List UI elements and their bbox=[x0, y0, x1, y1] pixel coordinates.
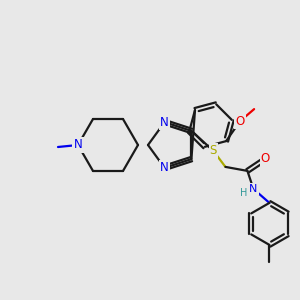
Text: N: N bbox=[160, 116, 169, 129]
Text: O: O bbox=[236, 115, 245, 128]
Text: N: N bbox=[74, 139, 82, 152]
Text: S: S bbox=[210, 144, 217, 158]
Text: H: H bbox=[240, 188, 247, 198]
Text: N: N bbox=[249, 184, 258, 194]
Text: N: N bbox=[160, 161, 169, 174]
Text: O: O bbox=[261, 152, 270, 165]
